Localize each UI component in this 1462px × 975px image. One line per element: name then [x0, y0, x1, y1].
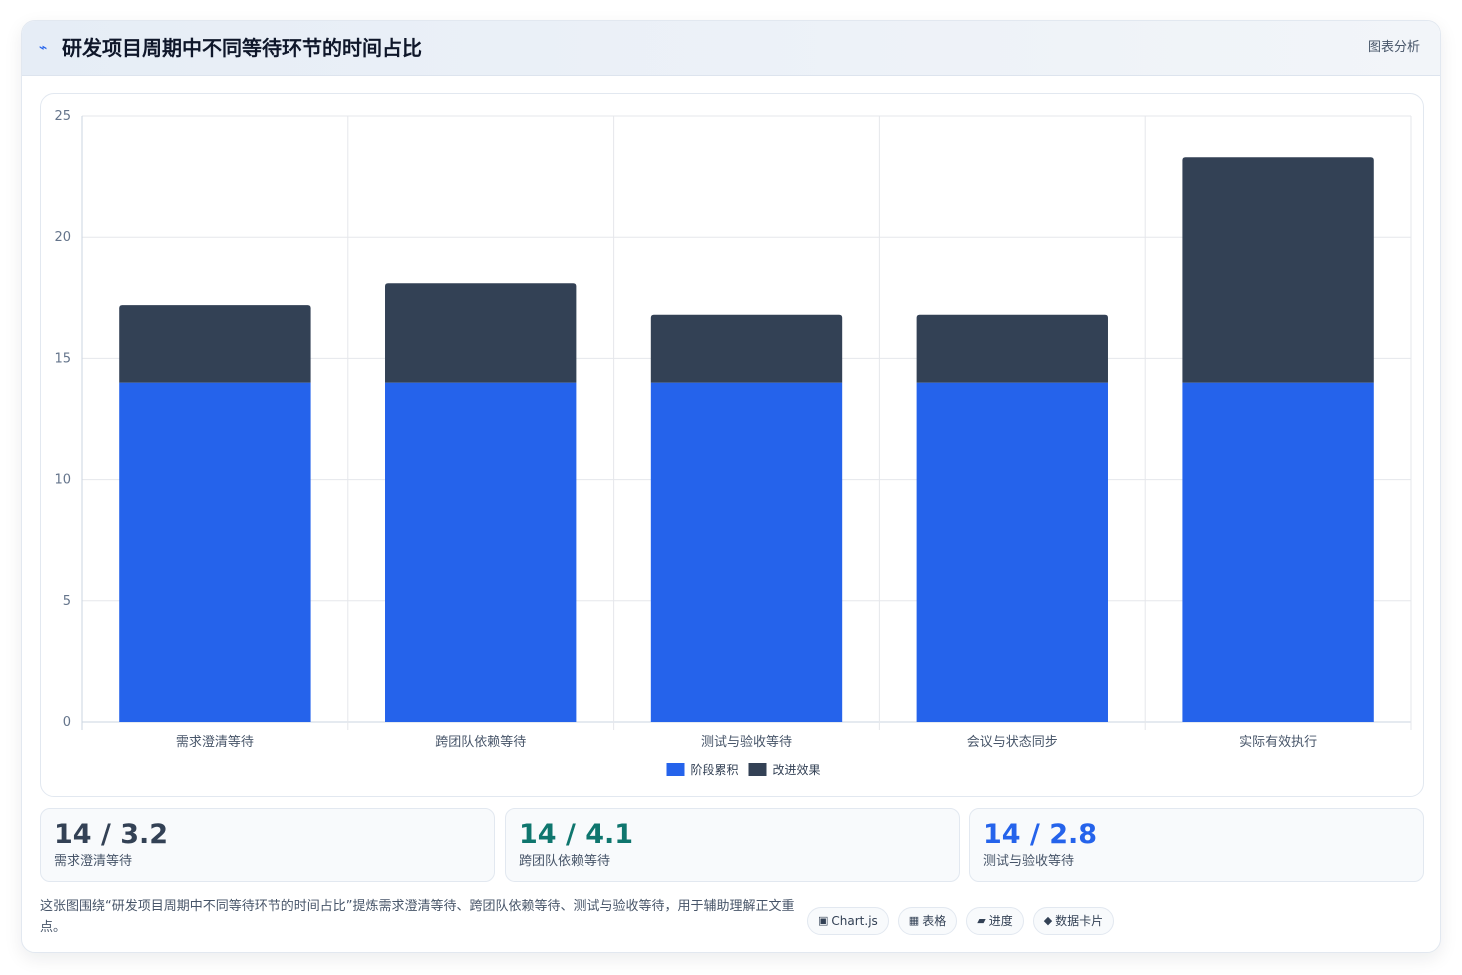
bar-segment	[385, 382, 577, 722]
legend-label: 阶段累积	[691, 762, 739, 777]
card-header: ⌁ 研发项目周期中不同等待环节的时间占比 图表分析	[22, 21, 1440, 76]
x-tick-label: 实际有效执行	[1239, 735, 1317, 750]
bar-segment	[119, 305, 311, 383]
tag-chartjs[interactable]: ▣ Chart.js	[807, 907, 889, 935]
legend-swatch	[666, 763, 685, 776]
stat-card: 14 / 2.8 测试与验收等待	[969, 808, 1424, 882]
tag-label: 进度	[988, 914, 1013, 928]
x-tick-label: 测试与验收等待	[701, 734, 792, 750]
progress-icon: ▰	[977, 914, 986, 927]
bar-segment	[916, 314, 1108, 383]
diamond-icon: ◆	[1043, 914, 1053, 927]
lightning-icon: ⌁	[39, 40, 48, 56]
legend-swatch	[748, 763, 767, 776]
chart-panel: 0 5 10 15 20 25 需求澄清等待 跨团队依赖等待 测试与验收等待 会议与状态同步 实际有…	[40, 93, 1424, 797]
bar-chart: 0 5 10 15 20 25 需求澄清等待 跨团队依赖等待 测试与验收等待 会议与状态同步 实际有…	[54, 109, 1412, 777]
tag-label: Chart.js	[831, 914, 878, 928]
chart-icon: ▣	[818, 914, 829, 927]
y-tick-label: 10	[54, 473, 71, 488]
stat-value: 14 / 2.8	[983, 819, 1098, 850]
legend-label: 改进效果	[773, 762, 821, 777]
x-tick-label: 跨团队依赖等待	[435, 734, 526, 750]
y-tick-label: 5	[63, 594, 71, 609]
bar-segment	[119, 382, 311, 722]
bar-segment	[650, 314, 843, 383]
stat-value: 14 / 3.2	[54, 819, 169, 850]
tag-table[interactable]: ▦ 表格	[897, 907, 958, 935]
y-tick-label: 0	[63, 715, 71, 730]
tag-list: ▣ Chart.js ▦ 表格 ▰ 进度 ◆ 数据卡片	[807, 907, 1115, 935]
page-title: 研发项目周期中不同等待环节的时间占比	[62, 36, 422, 60]
tag-label: 表格	[922, 914, 947, 928]
y-tick-label: 25	[54, 109, 71, 124]
stat-label: 测试与验收等待	[983, 854, 1075, 869]
bar-segment	[385, 283, 577, 383]
stat-label: 跨团队依赖等待	[519, 854, 611, 869]
bar-segment	[916, 382, 1108, 722]
chart-analysis-link[interactable]: 图表分析	[1367, 40, 1420, 55]
chart-description: 这张图围绕“研发项目周期中不同等待环节的时间占比”提炼需求澄清等待、跨团队依赖等…	[40, 899, 795, 935]
y-tick-label: 20	[54, 230, 71, 245]
x-tick-label: 需求澄清等待	[176, 734, 254, 750]
y-tick-label: 15	[54, 351, 71, 366]
bar-segment	[1182, 382, 1374, 722]
bar-segment	[1182, 157, 1374, 383]
table-icon: ▦	[908, 914, 920, 927]
stat-card: 14 / 4.1 跨团队依赖等待	[505, 808, 960, 882]
tag-label: 数据卡片	[1055, 914, 1104, 928]
tag-data-card[interactable]: ◆ 数据卡片	[1032, 907, 1115, 935]
stat-label: 需求澄清等待	[54, 854, 133, 869]
chart-card: ⌁ 研发项目周期中不同等待环节的时间占比 图表分析 0 5 10 15 20 25 需求澄清…	[21, 20, 1441, 953]
stat-value: 14 / 4.1	[519, 819, 634, 850]
x-tick-label: 会议与状态同步	[967, 735, 1058, 750]
stat-card: 14 / 3.2 需求澄清等待	[40, 808, 495, 882]
bar-segment	[650, 382, 843, 722]
tag-progress[interactable]: ▰ 进度	[966, 907, 1024, 935]
